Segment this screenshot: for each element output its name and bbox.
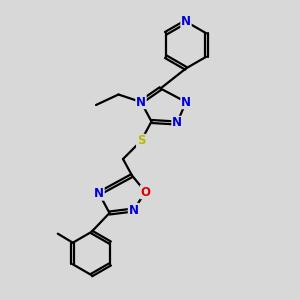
Text: S: S <box>137 134 145 148</box>
Text: N: N <box>172 116 182 130</box>
Text: N: N <box>128 203 139 217</box>
Text: O: O <box>140 185 151 199</box>
Text: N: N <box>94 187 104 200</box>
Text: N: N <box>136 95 146 109</box>
Text: N: N <box>181 15 191 28</box>
Text: N: N <box>181 95 191 109</box>
